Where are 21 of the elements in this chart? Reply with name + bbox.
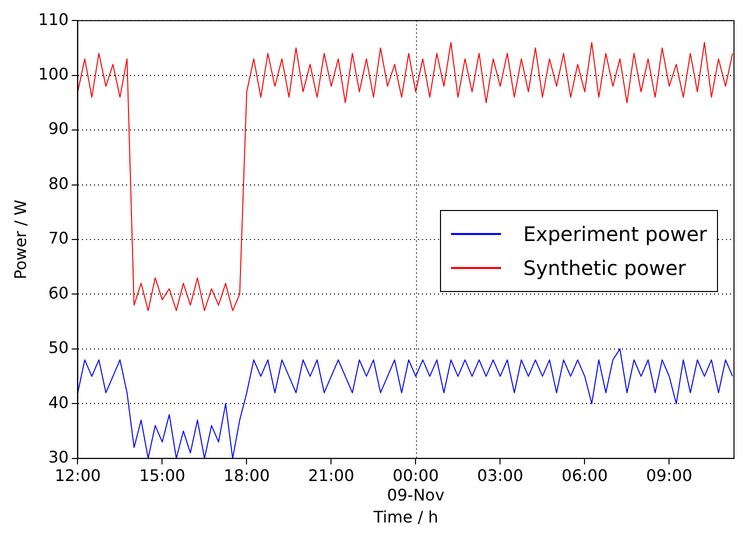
y-tick-label: 30 — [48, 448, 69, 467]
y-tick-label: 70 — [48, 228, 69, 248]
y-tick-label: 50 — [48, 338, 69, 358]
x-axis-title: Time / h — [372, 508, 438, 527]
y-tick-label: 40 — [48, 392, 69, 412]
y-axis-title: Power / W — [10, 199, 30, 280]
y-tick-label: 100 — [38, 64, 69, 84]
x-tick-label: 21:00 — [308, 466, 354, 486]
x-tick-label: 00:00 09-Nov — [387, 466, 444, 504]
x-tick-label: 18:00 — [224, 466, 270, 486]
x-tick-label: 03:00 — [477, 466, 524, 486]
x-tick-label: 12:00 — [54, 466, 101, 486]
x-tick-label: 15:00 — [139, 466, 186, 486]
legend-label: Experiment power — [523, 220, 707, 248]
y-tick-label: 80 — [48, 174, 69, 193]
y-tick-label: 110 — [38, 10, 69, 29]
legend-label: Synthetic power — [523, 254, 686, 282]
x-tick-label: 06:00 — [562, 466, 608, 486]
x-tick-label: 09:00 — [646, 466, 692, 486]
y-tick-label: 90 — [48, 119, 69, 138]
y-tick-label: 60 — [48, 283, 69, 302]
